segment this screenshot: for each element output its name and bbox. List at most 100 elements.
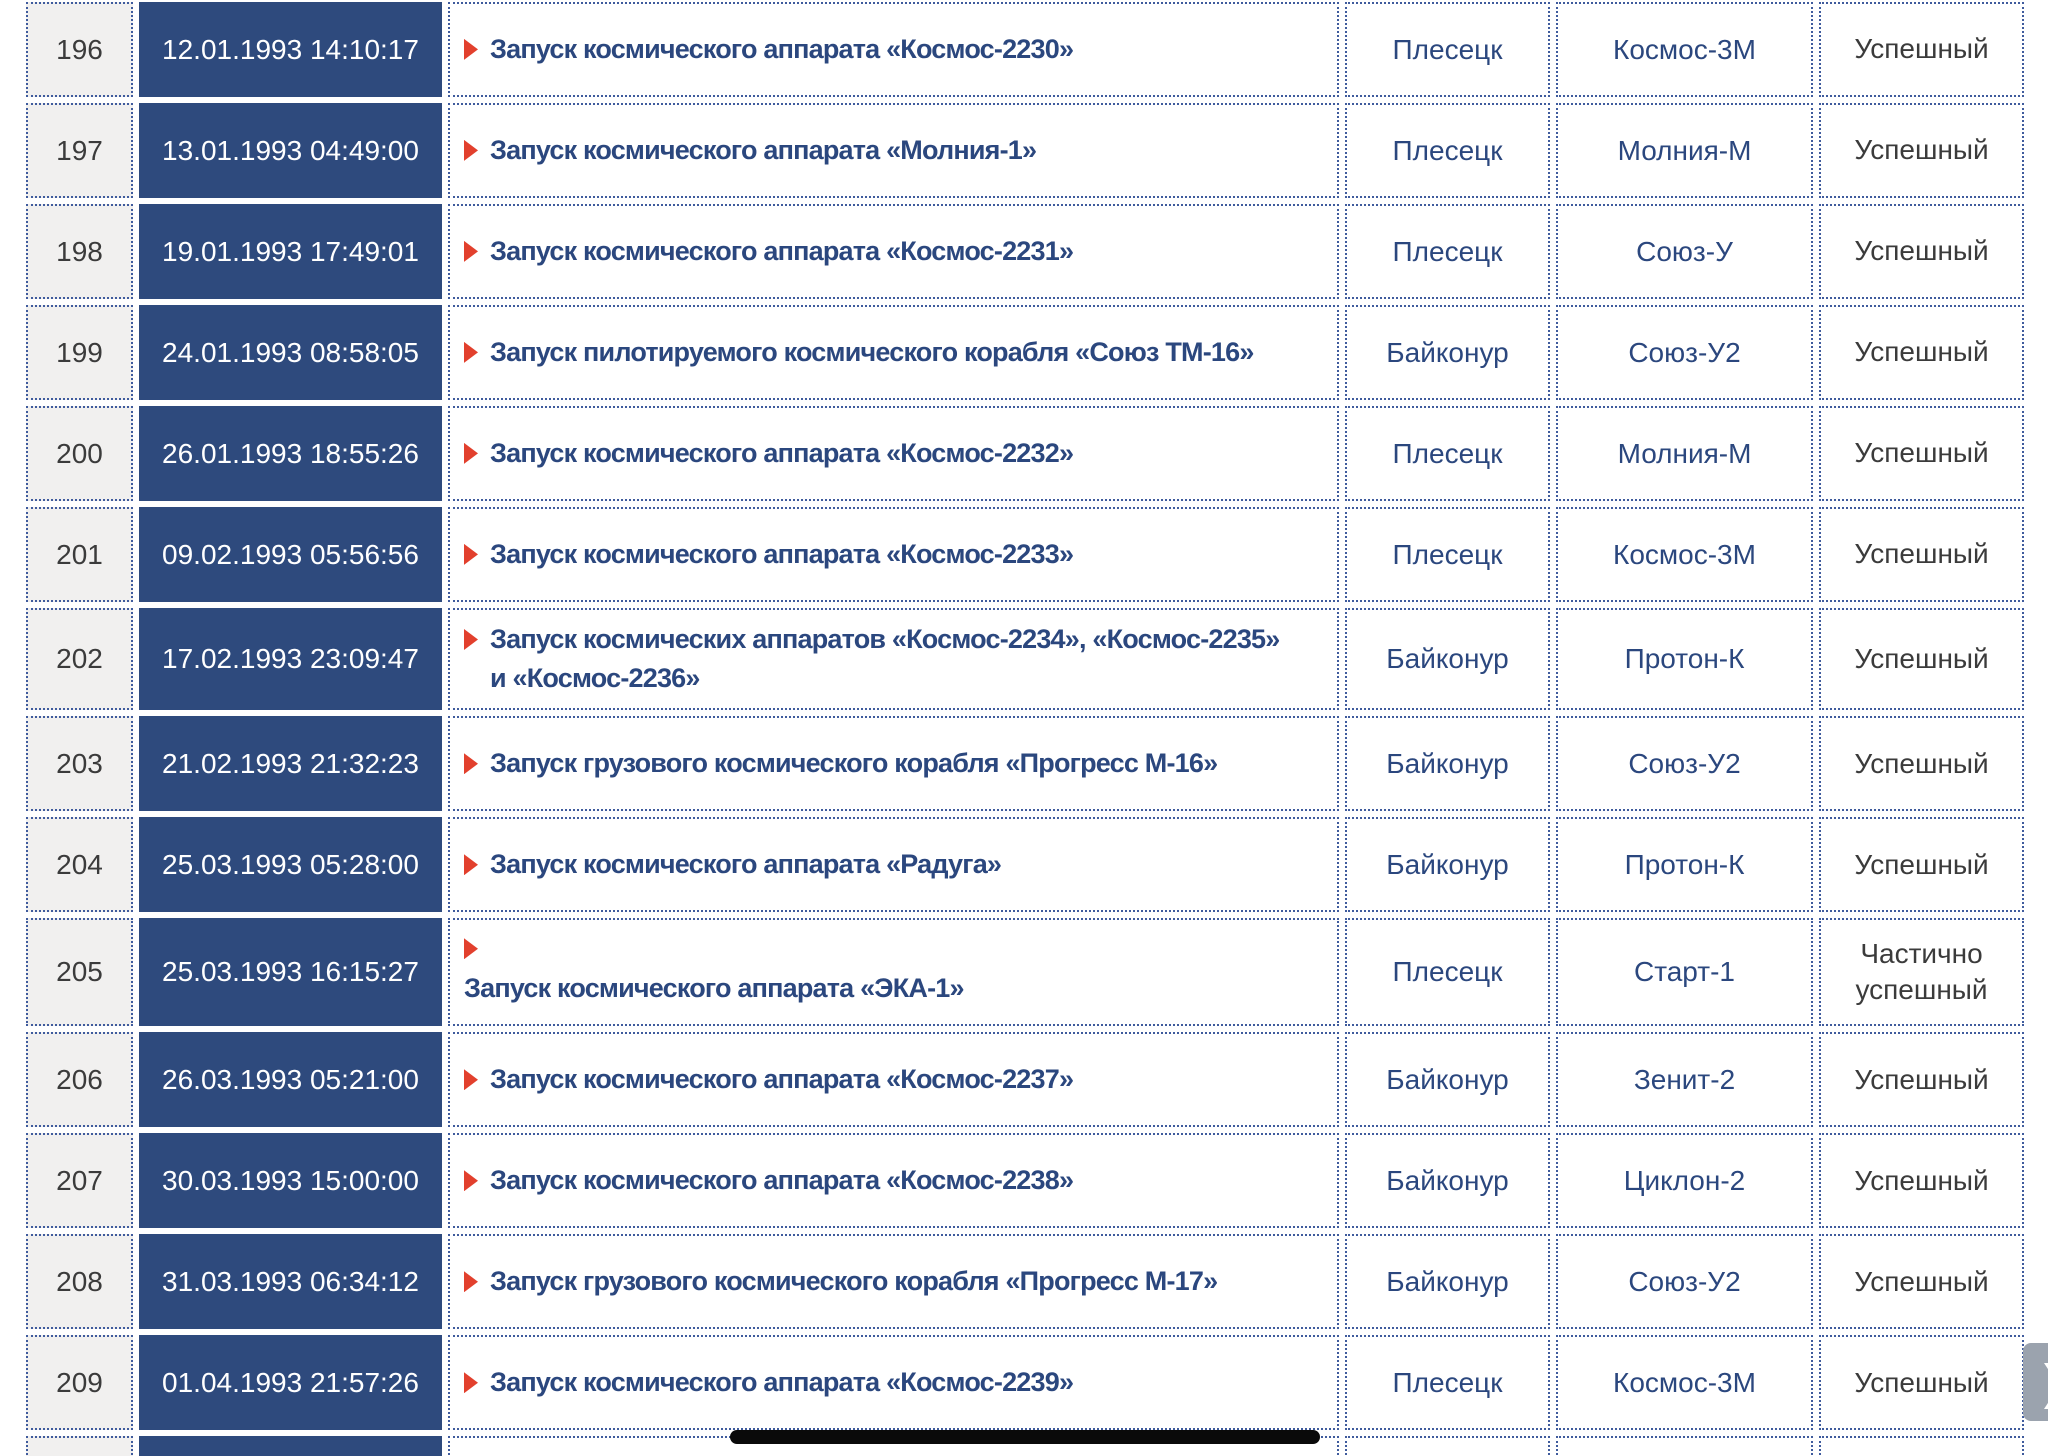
launch-datetime-cell: 21.02.1993 21:32:23 <box>139 716 442 812</box>
rocket-cell: Протон-К <box>1556 817 1813 913</box>
launch-title-cell: Запуск космических аппаратов «Космос-223… <box>448 608 1339 711</box>
launch-datetime-cell: 25.03.1993 16:15:27 <box>139 918 442 1027</box>
table-row: 197 13.01.1993 04:49:00 Запуск космическог… <box>26 103 2024 198</box>
status-cell: Успешный <box>1819 608 2024 711</box>
launch-title-cell: Запуск грузового космического корабля «П… <box>448 1234 1339 1330</box>
table-row: 200 26.01.1993 18:55:26 Запуск космическог… <box>26 406 2024 501</box>
launch-datetime-cell: 26.03.1993 05:21:00 <box>139 1032 442 1128</box>
launch-title-cell: Запуск космического аппарата «Космос-223… <box>448 1133 1339 1229</box>
launch-title-link[interactable]: Запуск космического аппарата «Радуга» <box>490 849 1002 880</box>
launch-datetime-cell: 25.03.1993 05:28:00 <box>139 817 442 913</box>
status-cell: Успешный <box>1819 1032 2024 1128</box>
red-arrow-icon <box>464 442 478 464</box>
launch-title-link[interactable]: Запуск космического аппарата «Космос-223… <box>490 437 1074 468</box>
table-row: 201 09.02.1993 05:56:56 Запуск космическог… <box>26 507 2024 602</box>
launch-title-cell: Запуск космического аппарата «Радуга» <box>448 817 1339 913</box>
launch-title-cell: Запуск космического аппарата «Молния-1» <box>448 103 1339 198</box>
row-number-cell: 209 <box>26 1335 133 1431</box>
launch-title-cell: Запуск космического аппарата «Космос-223… <box>448 406 1339 501</box>
red-arrow-icon <box>464 938 478 960</box>
red-arrow-icon <box>464 341 478 363</box>
launch-site-cell: Плесецк <box>1345 2 1550 97</box>
launch-title-link[interactable]: Запуск космического аппарата «Молния-1» <box>490 134 1037 165</box>
horizontal-scrollbar-thumb[interactable] <box>730 1430 1320 1444</box>
status-cell: Успешный <box>1819 406 2024 501</box>
launch-datetime-cell: 01.04.1993 21:57:26 <box>139 1335 442 1431</box>
launch-title-line: Запуск космического аппарата «Радуга» <box>464 845 1319 884</box>
launch-site-cell: Байконур <box>1345 608 1550 711</box>
launch-site-cell: Плесецк <box>1345 918 1550 1027</box>
row-number-cell: 207 <box>26 1133 133 1229</box>
launch-title-line: Запуск космического аппарата «Космос-223… <box>464 434 1319 473</box>
row-number-cell: 205 <box>26 918 133 1027</box>
launch-title-cell: Запуск космического аппарата «Космос-223… <box>448 1032 1339 1128</box>
launch-datetime-cell: 26.01.1993 18:55:26 <box>139 406 442 501</box>
table-row: 202 17.02.1993 23:09:47 Запуск космических… <box>26 608 2024 711</box>
launch-site-cell: Плесецк <box>1345 204 1550 299</box>
row-number-cell: 197 <box>26 103 133 198</box>
row-number-cell: 200 <box>26 406 133 501</box>
launch-datetime-cell: 19.01.1993 17:49:01 <box>139 204 442 299</box>
row-number-cell: 208 <box>26 1234 133 1330</box>
launch-site-cell: Плесецк <box>1345 406 1550 501</box>
launch-title-link[interactable]: Запуск космического аппарата «Космос-223… <box>490 235 1074 266</box>
launch-title-line: Запуск пилотируемого космического корабл… <box>464 333 1319 372</box>
row-number-cell: 201 <box>26 507 133 602</box>
launch-site-cell: Байконур <box>1345 1133 1550 1229</box>
rocket-cell: Молния-М <box>1556 103 1813 198</box>
rocket-cell: Космос-3М <box>1556 1335 1813 1431</box>
red-arrow-icon <box>464 240 478 262</box>
launch-title-line: Запуск грузового космического корабля «П… <box>464 1262 1319 1301</box>
red-arrow-icon <box>464 1069 478 1091</box>
table-row: 204 25.03.1993 05:28:00 Запуск космическог… <box>26 817 2024 913</box>
launch-datetime-cell: 09.02.1993 05:56:56 <box>139 507 442 602</box>
launch-title-link[interactable]: Запуск грузового космического корабля «П… <box>490 1266 1218 1297</box>
launch-title-line: Запуск космического аппарата «Космос-223… <box>464 1161 1319 1200</box>
red-arrow-icon <box>464 543 478 565</box>
row-number-cell: 202 <box>26 608 133 711</box>
row-number-cell: 196 <box>26 2 133 97</box>
launch-title-line: Запуск космических аппаратов «Космос-223… <box>464 620 1319 698</box>
rocket-cell: Старт-1 <box>1556 918 1813 1027</box>
launch-title-link[interactable]: Запуск грузового космического корабля «П… <box>490 748 1218 779</box>
launch-title-link[interactable]: Запуск космического аппарата «Космос-223… <box>490 1367 1074 1398</box>
launch-title-link[interactable]: Запуск космического аппарата «Космос-223… <box>490 538 1074 569</box>
launch-title-link[interactable]: Запуск космического аппарата «Космос-223… <box>490 1064 1074 1095</box>
table-row: 209 01.04.1993 21:57:26 Запуск космическог… <box>26 1335 2024 1431</box>
launch-site-cell: Байконур <box>1345 716 1550 812</box>
launch-title-link[interactable]: Запуск космических аппаратов «Космос-223… <box>490 624 1280 694</box>
rocket-cell: Союз-У2 <box>1556 305 1813 400</box>
launch-title-cell: Запуск космического аппарата «Космос-223… <box>448 2 1339 97</box>
red-arrow-icon <box>464 38 478 60</box>
corner-arrow-button[interactable]: ❯ <box>2023 1343 2048 1421</box>
red-arrow-icon <box>464 854 478 876</box>
launch-title-line: Запуск космического аппарата «ЭКА-1» <box>464 930 1319 1014</box>
status-cell: Успешный <box>1819 817 2024 913</box>
table-row: 198 19.01.1993 17:49:01 Запуск космическог… <box>26 204 2024 299</box>
rocket-cell: Союз-У2 <box>1556 1234 1813 1330</box>
table-row: 206 26.03.1993 05:21:00 Запуск космическог… <box>26 1032 2024 1128</box>
launch-title-link[interactable]: Запуск космического аппарата «ЭКА-1» <box>464 973 965 1004</box>
red-arrow-icon <box>464 1372 478 1394</box>
launch-datetime-cell: 02.04.1993 17:30:01 <box>139 1436 442 1456</box>
rocket-cell: Союз-У <box>1556 204 1813 299</box>
launch-title-link[interactable]: Запуск пилотируемого космического корабл… <box>490 336 1254 367</box>
row-number-cell: 204 <box>26 817 133 913</box>
launch-site-cell: Байконур <box>1345 817 1550 913</box>
launch-title-cell: Запуск космического аппарата «Космос-223… <box>448 507 1339 602</box>
rocket-cell: Протон-К <box>1556 608 1813 711</box>
launch-title-link[interactable]: Запуск космического аппарата «Космос-223… <box>490 33 1074 64</box>
row-number-cell: 199 <box>26 305 133 400</box>
rocket-cell: Союз-У2 <box>1556 716 1813 812</box>
status-cell: Частично успешный <box>1819 918 2024 1027</box>
status-cell: Успешный <box>1819 1133 2024 1229</box>
launch-datetime-cell: 30.03.1993 15:00:00 <box>139 1133 442 1229</box>
launch-site-cell: Байконур <box>1345 305 1550 400</box>
launch-site-cell: Байконур <box>1345 1234 1550 1330</box>
launches-table: 196 12.01.1993 14:10:17 Запуск космическог… <box>20 0 2030 1456</box>
red-arrow-icon <box>464 629 478 650</box>
launch-title-line: Запуск космического аппарата «Космос-223… <box>464 535 1319 574</box>
launch-title-line: Запуск космического аппарата «Космос-223… <box>464 1363 1319 1402</box>
table-row: 208 31.03.1993 06:34:12 Запуск грузового к… <box>26 1234 2024 1330</box>
launch-title-link[interactable]: Запуск космического аппарата «Космос-223… <box>490 1165 1074 1196</box>
